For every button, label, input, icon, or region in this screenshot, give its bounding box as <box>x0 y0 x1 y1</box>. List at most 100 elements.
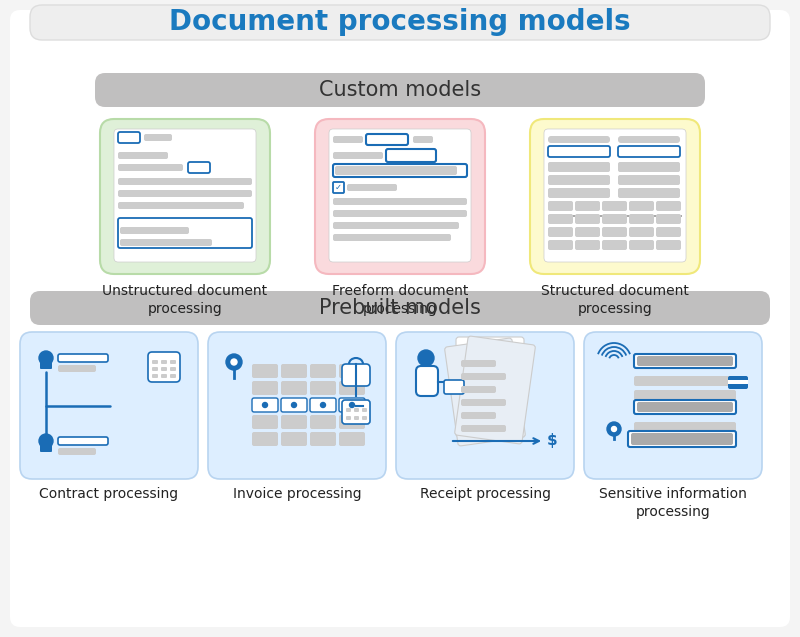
Circle shape <box>418 350 434 366</box>
FancyBboxPatch shape <box>10 10 790 627</box>
FancyBboxPatch shape <box>634 354 736 368</box>
FancyBboxPatch shape <box>120 239 212 246</box>
FancyBboxPatch shape <box>634 436 736 446</box>
FancyBboxPatch shape <box>461 373 506 380</box>
FancyBboxPatch shape <box>333 152 383 159</box>
FancyBboxPatch shape <box>339 364 365 378</box>
FancyBboxPatch shape <box>346 408 351 412</box>
FancyBboxPatch shape <box>575 240 600 250</box>
FancyBboxPatch shape <box>339 415 365 429</box>
FancyBboxPatch shape <box>161 374 167 378</box>
FancyBboxPatch shape <box>333 234 451 241</box>
FancyBboxPatch shape <box>40 444 52 452</box>
FancyBboxPatch shape <box>461 360 496 367</box>
Text: Freeform document
processing: Freeform document processing <box>332 284 468 317</box>
FancyBboxPatch shape <box>20 332 198 479</box>
FancyBboxPatch shape <box>728 380 748 384</box>
FancyBboxPatch shape <box>118 202 244 209</box>
FancyBboxPatch shape <box>386 149 436 162</box>
FancyBboxPatch shape <box>161 367 167 371</box>
FancyBboxPatch shape <box>548 214 573 224</box>
FancyBboxPatch shape <box>152 360 158 364</box>
FancyBboxPatch shape <box>575 227 600 237</box>
FancyBboxPatch shape <box>339 432 365 446</box>
FancyBboxPatch shape <box>461 399 506 406</box>
FancyBboxPatch shape <box>445 338 526 446</box>
Circle shape <box>350 403 354 408</box>
FancyBboxPatch shape <box>40 361 52 369</box>
Circle shape <box>321 403 326 408</box>
FancyBboxPatch shape <box>310 432 336 446</box>
FancyBboxPatch shape <box>281 381 307 395</box>
FancyBboxPatch shape <box>315 119 485 274</box>
FancyBboxPatch shape <box>333 182 344 193</box>
FancyBboxPatch shape <box>310 381 336 395</box>
FancyBboxPatch shape <box>281 398 307 412</box>
FancyBboxPatch shape <box>354 416 359 420</box>
FancyBboxPatch shape <box>118 178 252 185</box>
FancyBboxPatch shape <box>100 119 270 274</box>
FancyBboxPatch shape <box>208 332 386 479</box>
Circle shape <box>262 403 267 408</box>
Circle shape <box>291 403 297 408</box>
FancyBboxPatch shape <box>329 129 471 262</box>
FancyBboxPatch shape <box>342 364 370 386</box>
FancyBboxPatch shape <box>618 188 680 198</box>
FancyBboxPatch shape <box>152 367 158 371</box>
FancyBboxPatch shape <box>58 437 108 445</box>
Circle shape <box>226 354 242 370</box>
FancyBboxPatch shape <box>461 412 496 419</box>
Text: $: $ <box>546 434 558 448</box>
FancyBboxPatch shape <box>58 354 108 362</box>
FancyBboxPatch shape <box>602 214 627 224</box>
FancyBboxPatch shape <box>252 381 278 395</box>
FancyBboxPatch shape <box>456 337 524 437</box>
Text: Sensitive information
processing: Sensitive information processing <box>599 487 747 519</box>
FancyBboxPatch shape <box>548 215 682 217</box>
FancyBboxPatch shape <box>170 360 176 364</box>
FancyBboxPatch shape <box>118 218 252 248</box>
FancyBboxPatch shape <box>602 240 627 250</box>
FancyBboxPatch shape <box>637 402 733 412</box>
FancyBboxPatch shape <box>548 227 573 237</box>
FancyBboxPatch shape <box>333 198 467 205</box>
FancyBboxPatch shape <box>333 210 467 217</box>
FancyBboxPatch shape <box>58 448 96 455</box>
FancyBboxPatch shape <box>602 227 627 237</box>
FancyBboxPatch shape <box>281 364 307 378</box>
FancyBboxPatch shape <box>629 201 654 211</box>
FancyBboxPatch shape <box>396 332 574 479</box>
FancyBboxPatch shape <box>362 408 367 412</box>
Text: Unstructured document
processing: Unstructured document processing <box>102 284 267 317</box>
FancyBboxPatch shape <box>347 184 397 191</box>
FancyBboxPatch shape <box>656 214 681 224</box>
FancyBboxPatch shape <box>354 408 359 412</box>
FancyBboxPatch shape <box>170 367 176 371</box>
Text: Document processing models: Document processing models <box>169 8 631 36</box>
FancyBboxPatch shape <box>629 240 654 250</box>
FancyBboxPatch shape <box>548 201 573 211</box>
FancyBboxPatch shape <box>30 5 770 40</box>
FancyBboxPatch shape <box>346 416 351 420</box>
FancyBboxPatch shape <box>602 201 627 211</box>
FancyBboxPatch shape <box>548 136 610 143</box>
FancyBboxPatch shape <box>637 356 733 366</box>
FancyBboxPatch shape <box>339 398 365 412</box>
FancyBboxPatch shape <box>618 146 680 157</box>
FancyBboxPatch shape <box>628 431 736 447</box>
FancyBboxPatch shape <box>530 119 700 274</box>
FancyBboxPatch shape <box>362 416 367 420</box>
FancyBboxPatch shape <box>584 332 762 479</box>
FancyBboxPatch shape <box>575 214 600 224</box>
FancyBboxPatch shape <box>634 376 736 386</box>
Circle shape <box>39 434 53 448</box>
Text: Prebuilt models: Prebuilt models <box>319 298 481 318</box>
FancyBboxPatch shape <box>544 129 686 262</box>
FancyBboxPatch shape <box>444 380 464 394</box>
FancyBboxPatch shape <box>333 136 363 143</box>
FancyBboxPatch shape <box>114 129 256 262</box>
FancyBboxPatch shape <box>118 152 168 159</box>
Text: Custom models: Custom models <box>319 80 481 100</box>
FancyBboxPatch shape <box>95 73 705 107</box>
FancyBboxPatch shape <box>188 162 210 173</box>
